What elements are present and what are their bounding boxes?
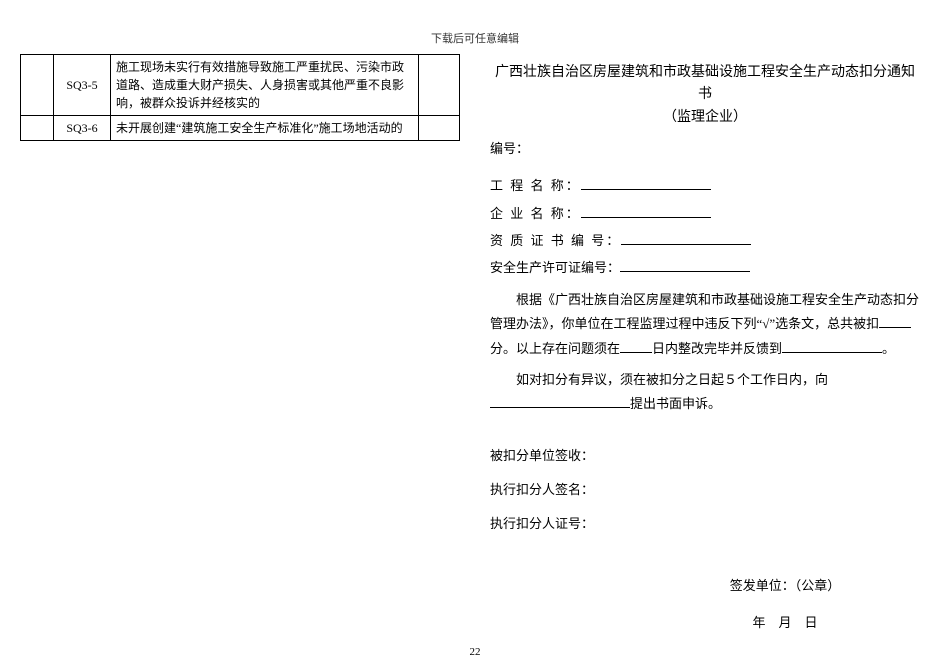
body-text-1b: 分。以上存在问题须在 (490, 341, 620, 356)
safety-line: 安全生产许可证编号： (490, 254, 920, 281)
blank-field (620, 258, 750, 272)
qual-line: 资 质 证 书 编 号： (490, 227, 920, 254)
right-column: 广西壮族自治区房屋建筑和市政基础设施工程安全生产动态扣分通知书 （监理企业） 编… (460, 54, 930, 641)
title-line-1: 广西壮族自治区房屋建筑和市政基础设施工程安全生产动态扣分通知书 (495, 65, 915, 102)
blank-cell (21, 55, 54, 116)
qual-label: 资 质 证 书 编 号： (490, 233, 621, 248)
safety-label: 安全生产许可证编号： (490, 260, 620, 275)
sig-person: 执行扣分人签名： (490, 473, 920, 507)
serial-label: 编号： (490, 141, 529, 156)
blank-field (581, 176, 711, 190)
blank-cell (21, 116, 54, 141)
serial-line: 编号： (490, 135, 920, 162)
body-text-2a: 如对扣分有异议，须在被扣分之日起５个工作日内，向 (516, 372, 828, 387)
blank-cell (419, 116, 460, 141)
enterprise-line: 企 业 名 称： (490, 200, 920, 227)
header-note: 下载后可任意编辑 (0, 0, 950, 54)
body-text-1a: 根据《广西壮族自治区房屋建筑和市政基础设施工程安全生产动态扣分管理办法》，你单位… (490, 292, 919, 332)
body-paragraph-2: 如对扣分有异议，须在被扣分之日起５个工作日内，向提出书面申诉。 (490, 368, 920, 417)
page-number: 22 (0, 646, 950, 658)
date-label: 年 月 日 (650, 605, 920, 641)
blank-field (581, 204, 711, 218)
title-line-2: （监理企业） (663, 110, 747, 125)
table-row: SQ3-6 未开展创建“建筑施工安全生产标准化”施工场地活动的 (21, 116, 460, 141)
desc-cell: 未开展创建“建筑施工安全生产标准化”施工场地活动的 (111, 116, 419, 141)
blank-field (879, 314, 911, 328)
seal-label: 签发单位：（公章） (650, 568, 920, 604)
signature-block: 被扣分单位签收： 执行扣分人签名： 执行扣分人证号： (490, 439, 920, 540)
code-cell: SQ3-6 (54, 116, 111, 141)
blank-field (782, 339, 882, 353)
project-line: 工 程 名 称： (490, 172, 920, 199)
sig-id: 执行扣分人证号： (490, 507, 920, 541)
desc-cell: 施工现场未实行有效措施导致施工严重扰民、污染市政道路、造成重大财产损失、人身损害… (111, 55, 419, 116)
table-row: SQ3-5 施工现场未实行有效措施导致施工严重扰民、污染市政道路、造成重大财产损… (21, 55, 460, 116)
enterprise-label: 企 业 名 称： (490, 206, 581, 221)
blank-cell (419, 55, 460, 116)
sig-unit: 被扣分单位签收： (490, 439, 920, 473)
body-text-1d: 。 (882, 341, 895, 356)
body-text-1c: 日内整改完毕并反馈到 (652, 341, 782, 356)
content-wrap: SQ3-5 施工现场未实行有效措施导致施工严重扰民、污染市政道路、造成重大财产损… (0, 54, 950, 641)
blank-field (620, 339, 652, 353)
project-label: 工 程 名 称： (490, 178, 581, 193)
body-paragraph: 根据《广西壮族自治区房屋建筑和市政基础设施工程安全生产动态扣分管理办法》，你单位… (490, 288, 920, 362)
body-text-2b: 提出书面申诉。 (630, 396, 721, 411)
left-column: SQ3-5 施工现场未实行有效措施导致施工严重扰民、污染市政道路、造成重大财产损… (20, 54, 460, 641)
violations-table: SQ3-5 施工现场未实行有效措施导致施工严重扰民、污染市政道路、造成重大财产损… (20, 54, 460, 141)
blank-field (490, 394, 630, 408)
seal-block: 签发单位：（公章） 年 月 日 (490, 568, 920, 641)
code-cell: SQ3-5 (54, 55, 111, 116)
blank-field (621, 231, 751, 245)
notice-title: 广西壮族自治区房屋建筑和市政基础设施工程安全生产动态扣分通知书 （监理企业） (490, 62, 920, 129)
